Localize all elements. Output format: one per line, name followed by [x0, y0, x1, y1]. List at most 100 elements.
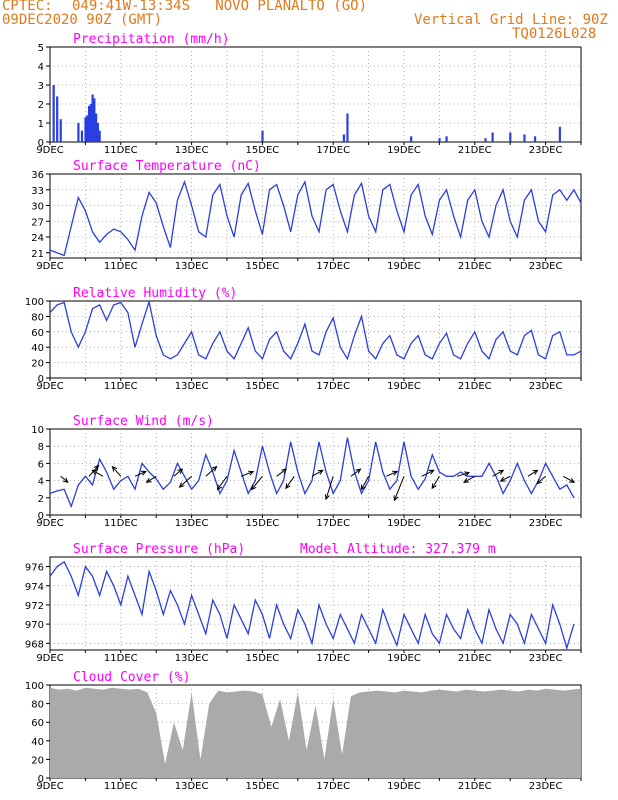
wind-vector [350, 468, 361, 477]
series-line [49, 560, 575, 651]
x-tick-label: 13DEC [175, 145, 209, 156]
y-tick-label: 2 [38, 494, 44, 505]
y-tick-label: 1 [38, 119, 44, 130]
wind-arrowhead [536, 478, 543, 485]
x-tick-label: 23DEC [529, 781, 563, 792]
wind-vector [311, 469, 324, 477]
header-location: 049:41W-13:34S NOVO PLANALTO (GO) [72, 0, 368, 14]
wind-arrowhead [111, 465, 118, 472]
y-tick-label: 5 [38, 43, 44, 54]
precip-bar [86, 115, 89, 142]
x-tick-label: 21DEC [458, 518, 492, 529]
y-tick-label: 100 [25, 681, 44, 692]
y-tick-label: 80 [31, 700, 44, 711]
precip-bar [93, 98, 96, 142]
panel-6: 0 20 40 60 80 100 9DEC 11DEC 13DEC 15DEC 17DEC 19DE… [25, 670, 582, 792]
y-tick-label: 20 [31, 359, 44, 370]
y-tick-label: 60 [31, 718, 44, 729]
wind-arrowhead [464, 471, 471, 477]
x-tick-label: 23DEC [529, 145, 563, 156]
wind-vector [360, 476, 370, 490]
wind-arrowhead [360, 484, 366, 491]
wind-vector [393, 476, 405, 501]
x-tick-label: 13DEC [175, 518, 209, 529]
y-tick-label: 0 [38, 138, 44, 149]
wind-arrowhead [216, 484, 223, 491]
precip-bar [80, 130, 84, 142]
precip-bar [96, 123, 99, 142]
precip-bar [52, 85, 55, 142]
x-tick-label: 9DEC [36, 145, 63, 156]
panel-2: 21 24 27 30 33 36 9DEC 11DEC 13DEC 15DEC 17DEC 19DE… [31, 159, 582, 272]
wind-arrowhead [462, 477, 470, 483]
wind-arrowhead [569, 477, 576, 483]
x-tick-label: 15DEC [246, 781, 280, 792]
wind-arrowhead [499, 476, 506, 482]
wind-arrowhead [62, 477, 69, 484]
x-tick-label: 23DEC [529, 381, 563, 392]
x-tick-label: 17DEC [316, 381, 350, 392]
series-line [49, 179, 582, 257]
x-tick-label: 21DEC [458, 381, 492, 392]
y-tick-label: 8 [38, 442, 44, 453]
y-tick-label: 0 [38, 511, 44, 522]
wind-vector [431, 476, 440, 489]
plot-frame [49, 46, 582, 143]
panel-subtitle: Model Altitude: 327.379 m [300, 542, 496, 557]
series-line [49, 299, 582, 361]
y-tick-label: 972 [25, 601, 44, 612]
precip-bar [261, 130, 264, 142]
wind-arrowhead [428, 469, 435, 475]
x-tick-label: 17DEC [316, 518, 350, 529]
precip-bar [445, 136, 448, 142]
x-tick-label: 11DEC [104, 781, 138, 792]
wind-vector [60, 475, 69, 483]
wind-vector [112, 466, 122, 477]
x-tick-label: 15DEC [246, 518, 280, 529]
y-tick-label: 24 [31, 233, 44, 244]
x-tick-label: 9DEC [36, 781, 63, 792]
wind-arrowhead [285, 483, 291, 490]
header-source: CPTEC: [2, 0, 53, 14]
x-tick-label: 17DEC [316, 145, 350, 156]
wind-vector [285, 476, 295, 489]
wind-vector [179, 475, 192, 488]
wind-arrowhead [177, 468, 184, 474]
precip-bar [56, 96, 59, 142]
x-tick-label: 21DEC [458, 145, 492, 156]
y-tick-label: 2 [38, 100, 44, 111]
panel-3: 0 20 40 60 80 100 9DEC 11DEC 13DEC 15DEC 17DEC 19DE… [25, 286, 582, 392]
x-tick-label: 21DEC [458, 261, 492, 272]
panel-title: Surface Wind (m/s) [73, 414, 214, 429]
precip-bar [438, 138, 441, 142]
precip-bar [523, 134, 526, 142]
panel-title: Relative Humidity (%) [73, 286, 237, 301]
y-tick-label: 4 [38, 62, 44, 73]
y-tick-label: 4 [38, 477, 44, 488]
panel-title: Cloud Cover (%) [73, 670, 190, 685]
precip-bar [558, 126, 561, 142]
header-grid-note: Vertical Grid Line: 90Z [414, 12, 608, 28]
y-tick-label: 33 [31, 186, 44, 197]
y-tick-label: 80 [31, 312, 44, 323]
wind-arrowhead [140, 470, 147, 476]
x-tick-label: 17DEC [316, 781, 350, 792]
x-tick-label: 11DEC [104, 381, 138, 392]
x-tick-label: 13DEC [175, 653, 209, 664]
x-tick-label: 23DEC [529, 518, 563, 529]
wind-arrowhead [178, 482, 185, 488]
wind-arrowhead [393, 495, 399, 502]
y-tick-label: 974 [25, 582, 44, 593]
panel-1: 0 1 2 3 4 5 9DEC 11DEC 13DEC 15DEC 17DEC 19DEC 21DEC… [36, 32, 582, 156]
y-tick-label: 970 [25, 620, 44, 631]
wind-arrowhead [145, 477, 152, 483]
x-tick-label: 17DEC [316, 261, 350, 272]
x-tick-label: 17DEC [316, 653, 350, 664]
y-tick-label: 21 [31, 249, 44, 260]
x-tick-label: 19DEC [387, 518, 421, 529]
y-tick-label: 0 [38, 774, 44, 785]
wind-vector [134, 471, 146, 477]
y-tick-label: 30 [31, 202, 44, 213]
wind-vector [563, 475, 575, 483]
